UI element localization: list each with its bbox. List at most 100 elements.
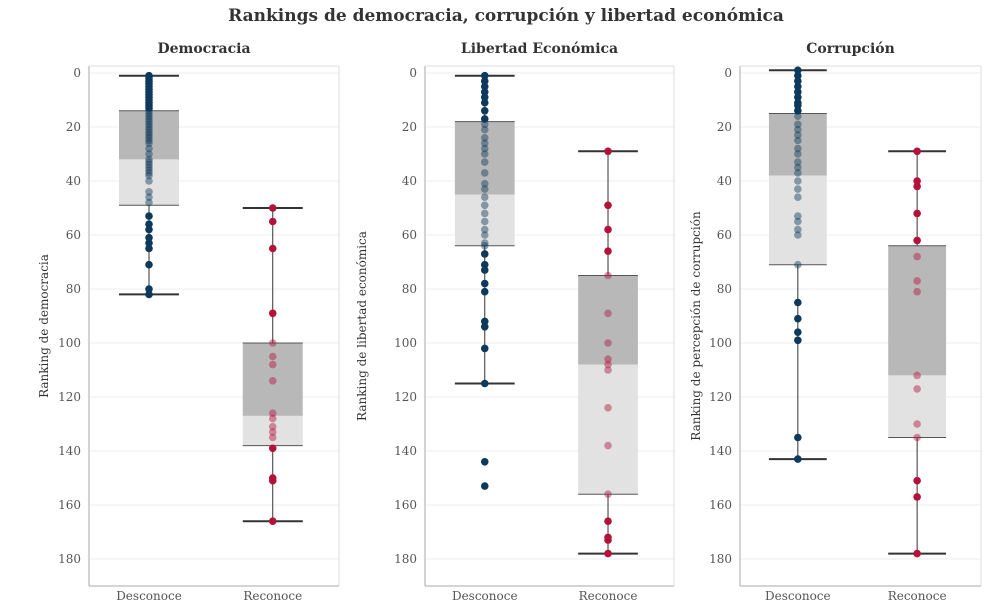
data-point <box>913 147 921 156</box>
y-tick-label: 100 <box>709 336 732 350</box>
data-point <box>145 123 153 131</box>
data-point <box>145 117 153 126</box>
data-point <box>604 441 612 450</box>
data-point <box>794 169 802 177</box>
data-point <box>913 236 921 245</box>
data-point <box>145 134 153 142</box>
data-point <box>268 352 277 361</box>
data-point <box>268 414 277 423</box>
data-point <box>794 185 802 193</box>
y-tick-label: 40 <box>66 174 81 188</box>
data-point <box>794 77 802 85</box>
y-axis-label: Ranking de libertad económica <box>355 231 369 421</box>
box-lower <box>768 175 827 265</box>
data-point <box>794 433 802 442</box>
data-point <box>268 476 277 485</box>
data-point <box>604 355 612 364</box>
data-point <box>480 458 489 466</box>
x-category-label: Desconoce <box>116 589 182 603</box>
box-lower <box>119 159 179 206</box>
panel-0: 0 20 40 60 80 100 120 140 160 180 Democracia Rankin… <box>37 41 340 603</box>
data-point <box>913 287 921 296</box>
data-point <box>604 271 612 280</box>
data-point <box>794 225 802 234</box>
data-point <box>145 225 153 234</box>
data-point <box>480 120 489 129</box>
data-point <box>145 188 153 196</box>
y-tick-label: 20 <box>66 120 81 134</box>
data-point <box>480 379 489 388</box>
box-upper <box>578 275 638 365</box>
data-point <box>145 150 153 158</box>
y-axis-label: Ranking de democracia <box>37 254 51 398</box>
data-point <box>604 549 612 558</box>
data-point <box>480 217 489 226</box>
data-point <box>268 409 277 418</box>
data-point <box>145 163 153 172</box>
data-point <box>794 120 802 129</box>
data-point <box>145 193 153 201</box>
data-point <box>480 185 489 193</box>
data-point <box>794 131 802 139</box>
data-point <box>145 155 153 164</box>
box-upper <box>454 121 515 195</box>
box-upper <box>768 113 827 176</box>
data-point <box>480 125 489 134</box>
data-point <box>145 244 153 253</box>
data-point <box>794 136 802 145</box>
data-point <box>480 239 489 247</box>
data-point <box>145 136 153 145</box>
data-point <box>145 115 153 123</box>
data-point <box>480 139 489 147</box>
data-point <box>480 317 489 326</box>
data-point <box>913 493 921 501</box>
data-point <box>480 134 489 142</box>
data-point <box>145 125 153 134</box>
data-point <box>268 422 277 431</box>
x-category-label: Reconoce <box>579 589 638 603</box>
data-point <box>794 112 802 120</box>
data-point <box>268 444 277 453</box>
data-point <box>794 193 802 201</box>
data-point <box>794 125 802 134</box>
data-point <box>480 193 489 201</box>
data-point <box>480 279 489 288</box>
data-point <box>145 233 153 242</box>
data-point <box>145 131 153 139</box>
data-point <box>145 139 153 147</box>
data-point <box>913 420 921 428</box>
y-tick-label: 40 <box>402 174 417 188</box>
data-point <box>480 225 489 234</box>
data-point <box>480 260 489 269</box>
data-point <box>480 201 489 210</box>
data-point <box>480 266 489 274</box>
data-point <box>913 252 921 261</box>
data-point <box>794 158 802 166</box>
y-tick-label: 140 <box>709 444 732 458</box>
data-point <box>145 107 153 115</box>
data-point <box>604 147 612 156</box>
data-point <box>913 385 921 393</box>
x-category-label: Reconoce <box>888 589 947 603</box>
y-tick-label: 100 <box>58 336 81 350</box>
data-point <box>145 169 153 177</box>
box-upper <box>242 343 303 416</box>
data-point <box>794 455 802 463</box>
data-point <box>794 314 802 323</box>
data-point <box>604 404 612 412</box>
data-point <box>794 212 802 220</box>
y-tick-label: 0 <box>73 66 81 80</box>
data-point <box>794 260 802 269</box>
data-point <box>913 433 921 442</box>
data-point <box>145 104 153 112</box>
data-point <box>604 366 612 374</box>
data-point <box>268 377 277 385</box>
data-point <box>604 309 612 318</box>
data-point <box>604 490 612 499</box>
y-axis-label: Ranking de percepción de corrupción <box>689 211 703 441</box>
x-category-label: Desconoce <box>765 589 831 603</box>
y-tick-label: 60 <box>402 228 417 242</box>
data-point <box>480 150 489 158</box>
data-point <box>480 144 489 153</box>
data-point <box>913 476 921 485</box>
